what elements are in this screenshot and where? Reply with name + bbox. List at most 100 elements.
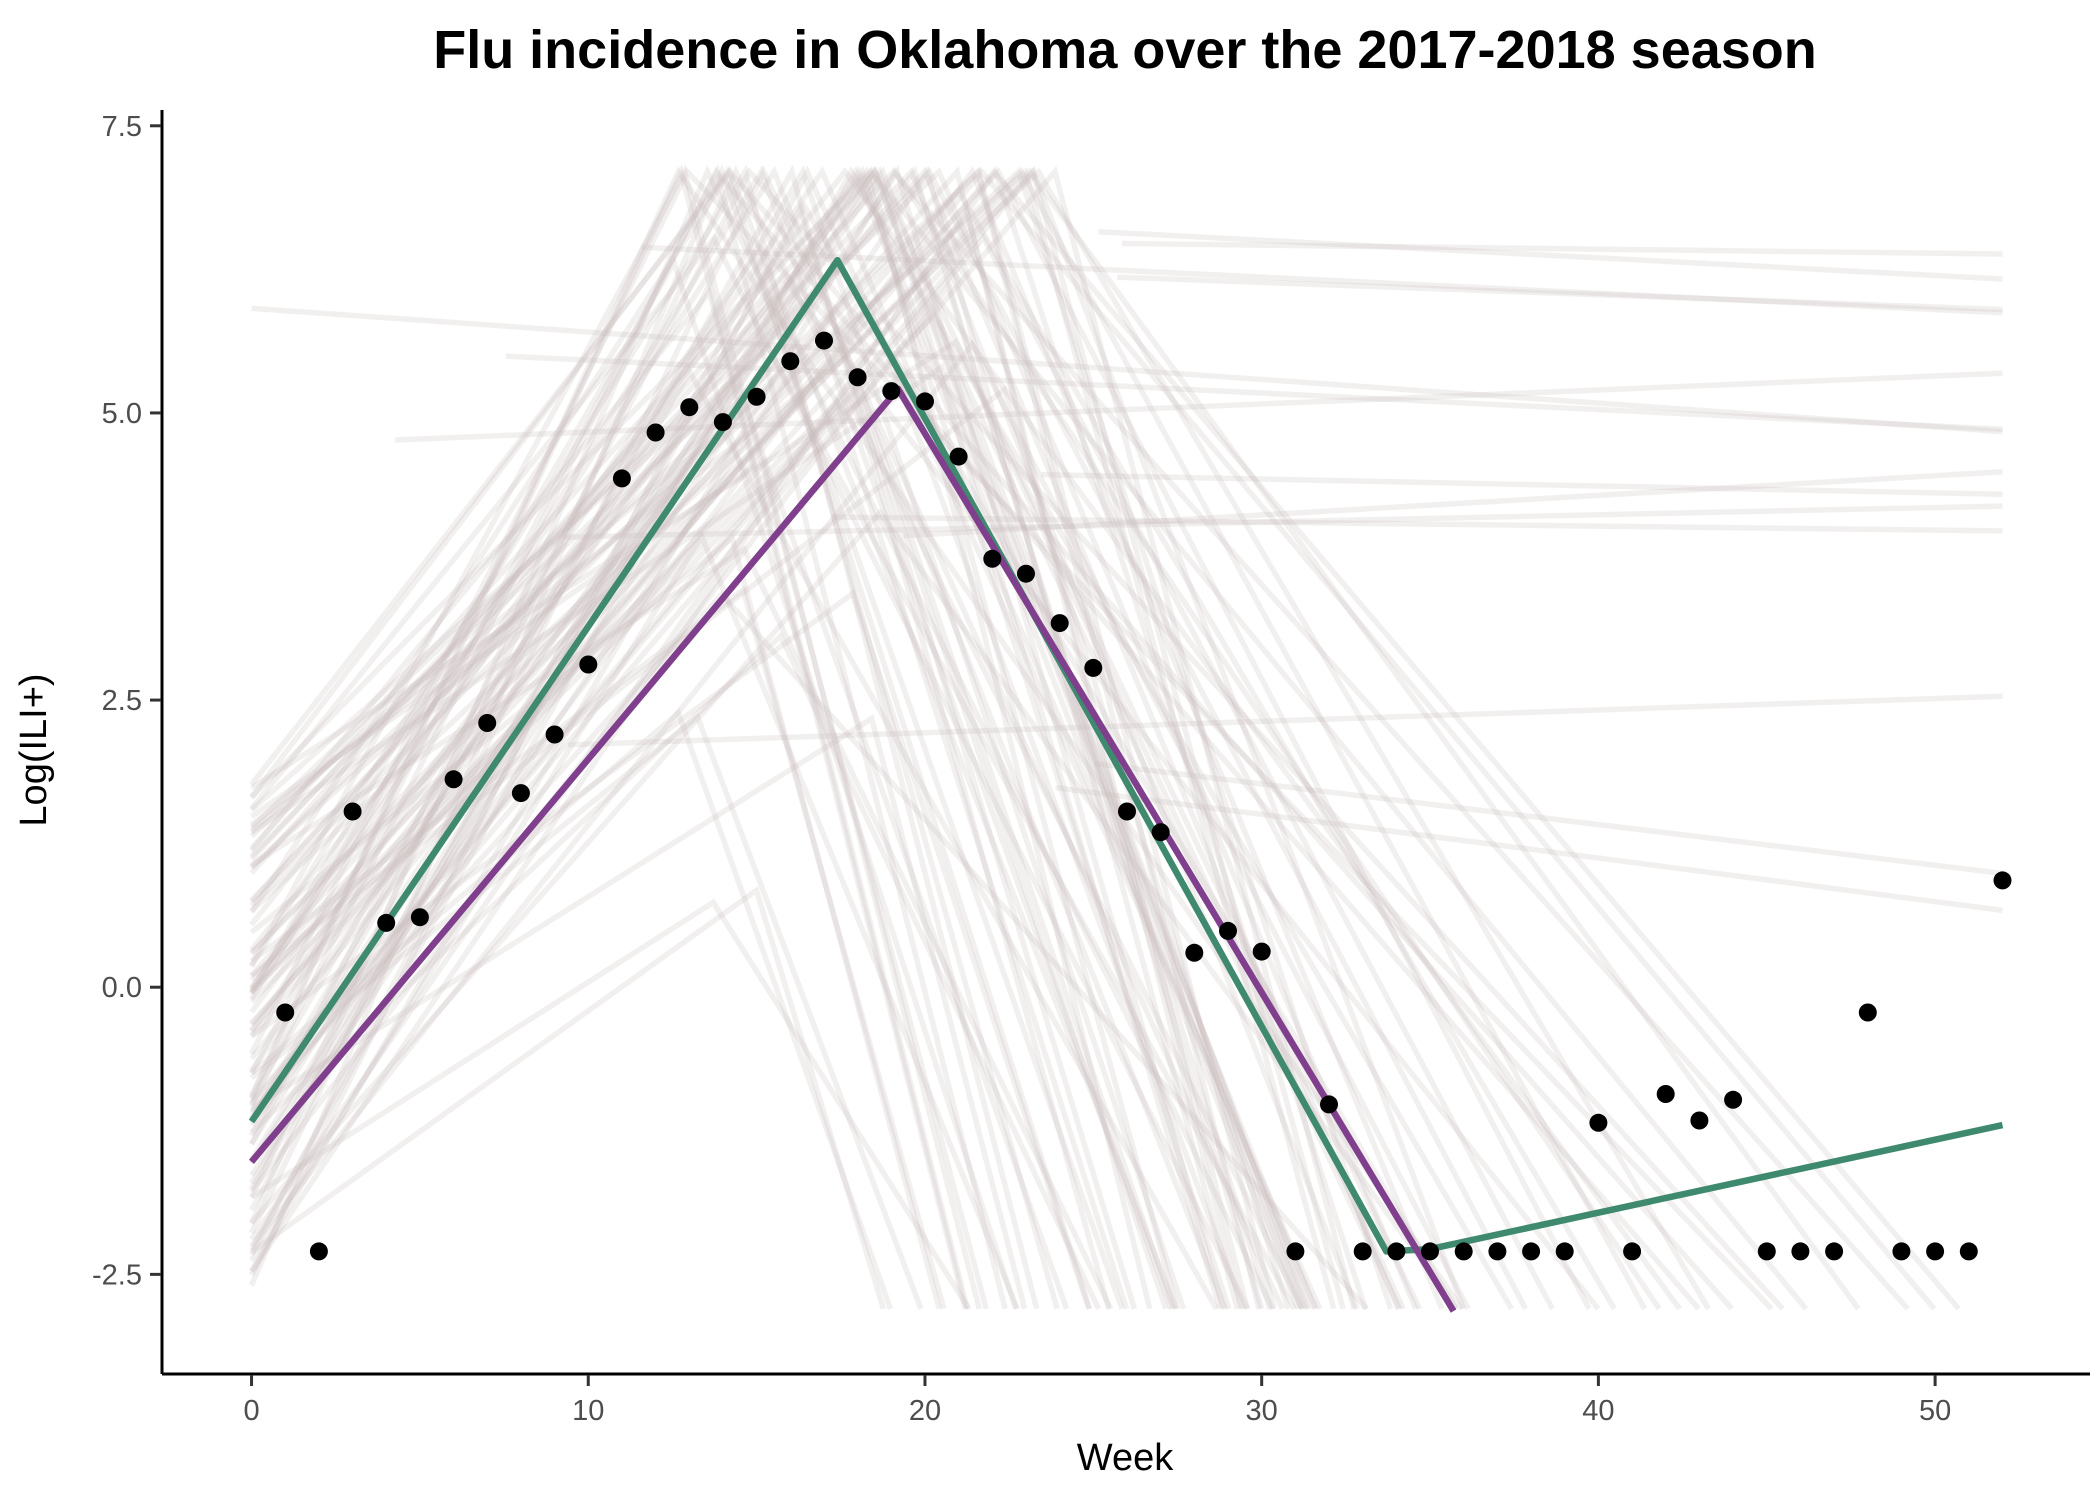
background-line (249, 165, 1232, 1310)
data-point (747, 387, 766, 406)
background-line (249, 530, 1020, 1310)
background-line (249, 455, 982, 1310)
background-line (249, 397, 1130, 1310)
background-line (249, 585, 947, 1310)
background-line (249, 166, 1445, 1310)
background-line (249, 166, 1179, 1310)
background-line (249, 166, 1422, 1310)
data-point (916, 392, 934, 411)
background-line (249, 165, 1301, 1310)
data-point (949, 447, 968, 466)
data-point (1084, 658, 1103, 677)
data-point (1623, 1242, 1642, 1261)
data-point (1387, 1242, 1406, 1261)
background-line (249, 590, 1369, 1311)
background-line (249, 164, 989, 1310)
data-point (1185, 943, 1204, 962)
y-tick-label: 7.5 (102, 111, 142, 143)
data-point (1286, 1242, 1305, 1261)
background-line (562, 503, 2003, 540)
data-point (1017, 564, 1035, 583)
x-tick-label: 40 (1582, 1395, 1614, 1427)
background-line (249, 166, 1401, 1310)
background-line (249, 885, 887, 1310)
fit-line-green (248, 256, 2004, 1255)
data-point (1656, 1085, 1675, 1103)
background-line (249, 167, 1961, 1311)
data-point (1522, 1242, 1541, 1261)
background-line (250, 337, 1406, 1310)
background-line (249, 200, 1458, 1311)
background-line (641, 244, 2003, 316)
data-point (983, 549, 1002, 568)
data-point (680, 398, 699, 417)
background-line (248, 165, 1275, 1311)
background-line (249, 201, 1138, 1310)
data-point (545, 725, 564, 744)
background-line (249, 533, 942, 1310)
background-line (249, 166, 1262, 1310)
background-line (249, 165, 1223, 1310)
data-point (276, 1003, 295, 1022)
data-point (1589, 1113, 1608, 1132)
background-line (249, 165, 1187, 1310)
background-line (249, 363, 1305, 1310)
background-line (249, 255, 1019, 1310)
background-line (249, 166, 1465, 1311)
data-point (612, 469, 631, 488)
background-line (249, 164, 1112, 1310)
background-line (249, 286, 968, 1310)
background-line (249, 166, 1514, 1311)
background-line (249, 166, 1419, 1310)
background-line (249, 712, 924, 1310)
background-line (250, 898, 972, 1311)
background-line (1041, 471, 2003, 497)
background-line (249, 166, 1153, 1310)
data-point (848, 368, 867, 387)
background-line (249, 167, 1711, 1311)
background-line (1094, 760, 2003, 877)
background-line (249, 166, 1528, 1311)
background-line (249, 165, 1250, 1310)
background-line (249, 165, 1369, 1310)
background-line (1098, 228, 2003, 282)
background-line (249, 165, 1323, 1310)
x-tick-label: 20 (909, 1395, 941, 1427)
data-point (1993, 871, 2012, 890)
data-point (1724, 1090, 1743, 1109)
data-point (1421, 1242, 1439, 1261)
background-line (249, 343, 1297, 1311)
data-point (815, 331, 833, 350)
data-point (1757, 1242, 1776, 1261)
background-line (249, 166, 1701, 1311)
background-line (249, 508, 1459, 1311)
background-line (249, 311, 1403, 1310)
data-point (713, 413, 732, 432)
data-point (1320, 1095, 1338, 1114)
y-axis-label: Log(ILI+) (13, 673, 55, 826)
background-line (248, 164, 1125, 1310)
background-line (903, 469, 2003, 539)
background-line (249, 167, 1861, 1311)
data-point (1825, 1242, 1844, 1261)
data-point (1219, 921, 1237, 940)
background-line (249, 165, 1310, 1310)
y-tick-label: -2.5 (92, 1259, 142, 1291)
data-point (309, 1242, 328, 1261)
background-line (249, 273, 1601, 1311)
data-point (1791, 1242, 1810, 1261)
data-point (511, 784, 530, 803)
background-line (249, 165, 1226, 1310)
background-line (249, 167, 1682, 1311)
background-line (1055, 784, 2003, 914)
background-line (249, 165, 1174, 1310)
background-line (249, 203, 1245, 1310)
data-point (1151, 823, 1170, 842)
background-line (249, 166, 1785, 1311)
background-line (249, 280, 1273, 1310)
background-line (249, 166, 1774, 1311)
data-point (1959, 1242, 1978, 1261)
background-line (249, 165, 1265, 1310)
background-line (505, 353, 2003, 433)
